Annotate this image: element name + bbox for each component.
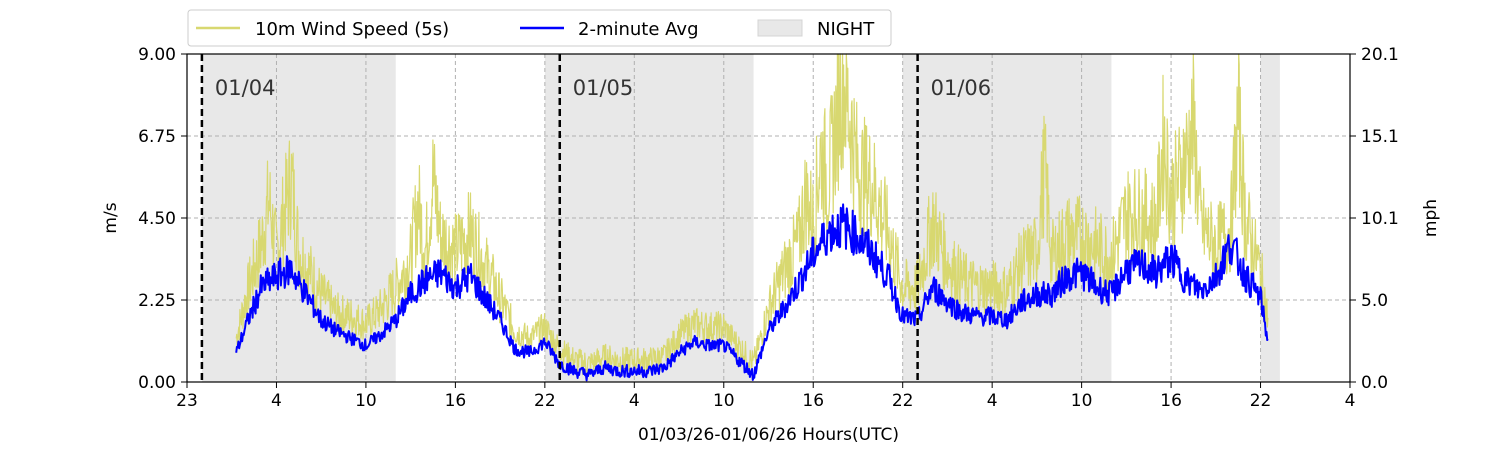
y-tick-label-0: 0.00 xyxy=(138,373,176,393)
legend-label-1: 2-minute Avg xyxy=(578,19,699,40)
y2-axis-label: mph xyxy=(1421,199,1441,237)
x-tick-label-12: 22 xyxy=(1250,391,1272,411)
x-tick-label-3: 16 xyxy=(445,391,467,411)
x-tick-label-13: 4 xyxy=(1345,391,1356,411)
y2-tick-label-3: 15.1 xyxy=(1361,127,1399,147)
y2-tick-label-4: 20.1 xyxy=(1361,45,1399,65)
x-axis-ticks: 23 4 10 16 22 4 10 16 22 4 10 16 22 4 xyxy=(176,382,1355,411)
x-axis-label: 01/03/26-01/06/26 Hours(UTC) xyxy=(638,425,899,445)
y-axis-ticks: 0.00 2.25 4.50 6.75 9.00 xyxy=(138,45,187,393)
day-markers: 01/04 01/05 01/06 xyxy=(200,54,992,382)
night-band-3 xyxy=(1260,54,1280,382)
series-2min-avg xyxy=(235,203,1269,382)
x-tick-label-4: 22 xyxy=(534,391,556,411)
day-marker-label-1: 01/05 xyxy=(573,76,634,100)
y2-tick-label-2: 10.1 xyxy=(1361,209,1399,229)
x-tick-label-11: 16 xyxy=(1160,391,1182,411)
y-tick-label-4: 9.00 xyxy=(138,45,176,65)
y-axis-label: m/s xyxy=(101,202,121,233)
y2-axis-ticks: 0.0 5.0 10.1 15.1 20.1 xyxy=(1350,45,1399,393)
day-marker-label-2: 01/06 xyxy=(931,76,992,100)
y-tick-label-3: 6.75 xyxy=(138,127,176,147)
x-tick-label-0: 23 xyxy=(176,391,198,411)
x-tick-label-2: 10 xyxy=(355,391,377,411)
avg-wind-line xyxy=(235,203,1269,382)
y-tick-label-2: 4.50 xyxy=(138,209,176,229)
legend: 10m Wind Speed (5s) 2-minute Avg NIGHT xyxy=(187,9,892,47)
x-tick-label-1: 4 xyxy=(271,391,282,411)
x-tick-label-6: 10 xyxy=(713,391,735,411)
legend-label-2: NIGHT xyxy=(817,19,875,40)
x-tick-label-9: 4 xyxy=(987,391,998,411)
x-tick-label-7: 16 xyxy=(802,391,824,411)
y2-tick-label-0: 0.0 xyxy=(1361,373,1388,393)
legend-label-0: 10m Wind Speed (5s) xyxy=(255,19,449,40)
day-marker-label-0: 01/04 xyxy=(215,76,276,100)
y2-tick-label-1: 5.0 xyxy=(1361,291,1388,311)
x-tick-label-8: 22 xyxy=(892,391,914,411)
x-tick-label-5: 4 xyxy=(629,391,640,411)
x-tick-label-10: 10 xyxy=(1071,391,1093,411)
legend-swatch-2 xyxy=(757,19,803,37)
y-tick-label-1: 2.25 xyxy=(138,291,176,311)
